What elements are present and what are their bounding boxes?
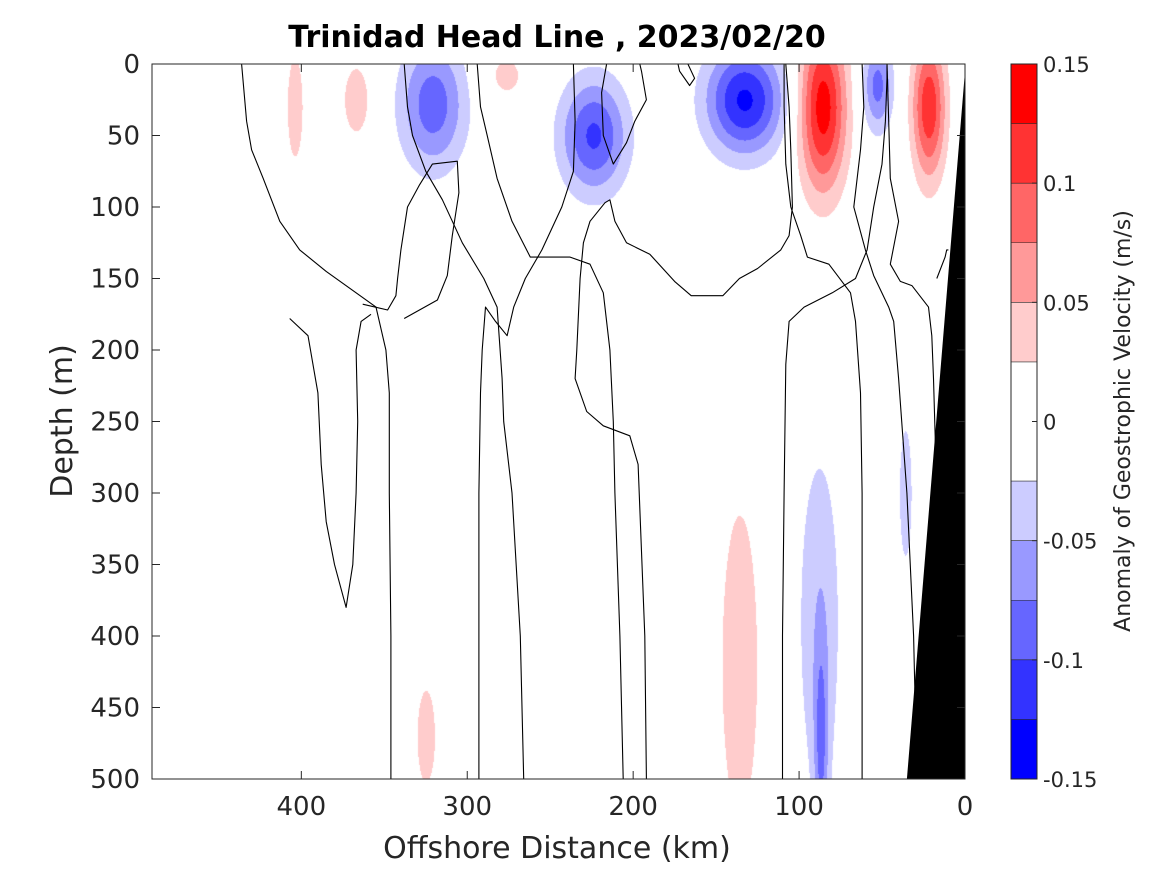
zero-contour-line <box>289 313 372 608</box>
colorbar-level <box>1011 302 1037 362</box>
zero-contour-line <box>574 63 793 780</box>
colorbar-tick-label: 0.1 <box>1043 172 1076 196</box>
colorbar-tick-label: 0.15 <box>1043 53 1090 77</box>
axes-layer: 400 300 200 100 0 0 50 100 150 200 250 300 350 400 450… <box>90 50 973 822</box>
zero-contour-line <box>241 63 392 779</box>
colorbar-tick-label: 0.05 <box>1043 291 1090 315</box>
zero-contour-line <box>403 63 525 780</box>
zero-contour-line <box>478 63 576 779</box>
zero-contour-line <box>601 63 647 165</box>
y-tick-label: 50 <box>107 122 140 152</box>
y-tick-label: 450 <box>90 694 140 724</box>
colorbar-tick-label: -0.15 <box>1043 768 1097 792</box>
x-tick-label: 400 <box>277 792 327 822</box>
colorbar-label: Anomaly of Geostrophic Velocity (m/s) <box>1111 210 1136 632</box>
colorbar-level <box>1011 123 1037 184</box>
y-tick-label: 400 <box>90 622 140 652</box>
zero-contour-line <box>476 63 624 780</box>
bathymetry-wedge <box>906 71 965 779</box>
x-tick-label: 300 <box>442 792 492 822</box>
zero-contour-line <box>781 64 888 779</box>
y-tick-label: 500 <box>90 765 140 795</box>
colorbar-tick-label: -0.1 <box>1043 649 1084 673</box>
y-tick-label: 100 <box>90 193 140 223</box>
zero-contour-line <box>853 63 918 780</box>
colorbar-level <box>1011 183 1037 243</box>
x-axis-label: Offshore Distance (km) <box>383 831 731 866</box>
colorbar-level <box>1011 659 1037 720</box>
x-tick-label: 200 <box>608 792 658 822</box>
x-tick-label: 100 <box>774 792 824 822</box>
y-tick-label: 200 <box>90 336 140 366</box>
y-tick-label: 300 <box>90 479 140 509</box>
plot-layer <box>152 63 965 780</box>
zero-contour-line <box>936 249 949 279</box>
colorbar-level <box>1011 540 1037 601</box>
colorbar: 0.15 0.1 0.05 0 -0.05 -0.1 -0.15 <box>1010 53 1097 792</box>
y-tick-label: 0 <box>123 50 140 80</box>
x-tick-label: 0 <box>957 792 974 822</box>
y-tick-label: 250 <box>90 408 140 438</box>
colorbar-level <box>1011 600 1037 660</box>
colorbar-tick-label: 0 <box>1043 411 1056 435</box>
y-axis-label: Depth (m) <box>45 344 80 498</box>
colorbar-level <box>1011 242 1037 303</box>
y-tick-label: 150 <box>90 265 140 295</box>
y-tick-label: 350 <box>90 551 140 581</box>
colorbar-level <box>1011 481 1037 541</box>
zero-contour-line <box>362 160 460 319</box>
colorbar-level <box>1011 719 1037 779</box>
zero-contour-line <box>783 64 863 779</box>
velocity-anomaly-field <box>152 64 965 779</box>
colorbar-level <box>1011 64 1037 124</box>
chart-title: Trinidad Head Line , 2023/02/20 <box>288 20 825 55</box>
colorbar-tick-label: -0.05 <box>1043 530 1097 554</box>
zero-contour-line <box>677 63 696 87</box>
